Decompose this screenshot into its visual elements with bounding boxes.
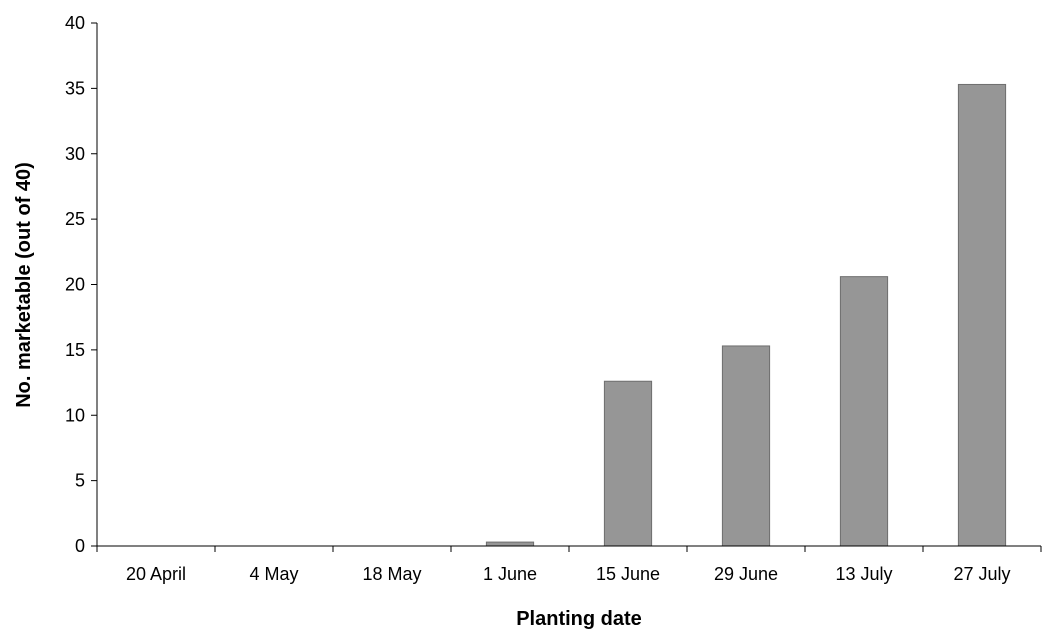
x-tick-label: 29 June (714, 564, 778, 584)
x-tick-label: 15 June (596, 564, 660, 584)
y-tick-label: 15 (65, 340, 85, 360)
x-tick-labels: 20 April 4 May 18 May 1 June 15 June 29 June 1… (126, 564, 1011, 584)
y-tick-label: 25 (65, 209, 85, 229)
x-tick-label: 18 May (362, 564, 421, 584)
y-tick-label: 30 (65, 144, 85, 164)
x-tick-label: 13 July (835, 564, 892, 584)
y-tick-label: 0 (75, 536, 85, 556)
x-tick-label: 27 July (953, 564, 1010, 584)
y-tick-label: 5 (75, 471, 85, 491)
bar-1-june (485, 541, 535, 547)
x-tick-label: 4 May (249, 564, 298, 584)
bar-15-june (603, 380, 653, 547)
bar-13-july (839, 276, 889, 547)
axes (91, 22, 1042, 552)
y-tick-label: 10 (65, 405, 85, 425)
y-tick-label: 20 (65, 275, 85, 295)
x-tick-label: 20 April (126, 564, 186, 584)
y-tick-labels: 0 5 10 15 20 25 30 35 40 (65, 13, 85, 556)
bar-27-july (957, 83, 1007, 547)
bar-series (485, 83, 1007, 547)
x-tick-label: 1 June (483, 564, 537, 584)
y-tick-label: 35 (65, 78, 85, 98)
x-axis-title: Planting date (516, 608, 642, 630)
y-tick-label: 40 (65, 13, 85, 33)
bar-29-june (721, 345, 771, 547)
y-axis-title: No. marketable (out of 40) (13, 162, 35, 408)
